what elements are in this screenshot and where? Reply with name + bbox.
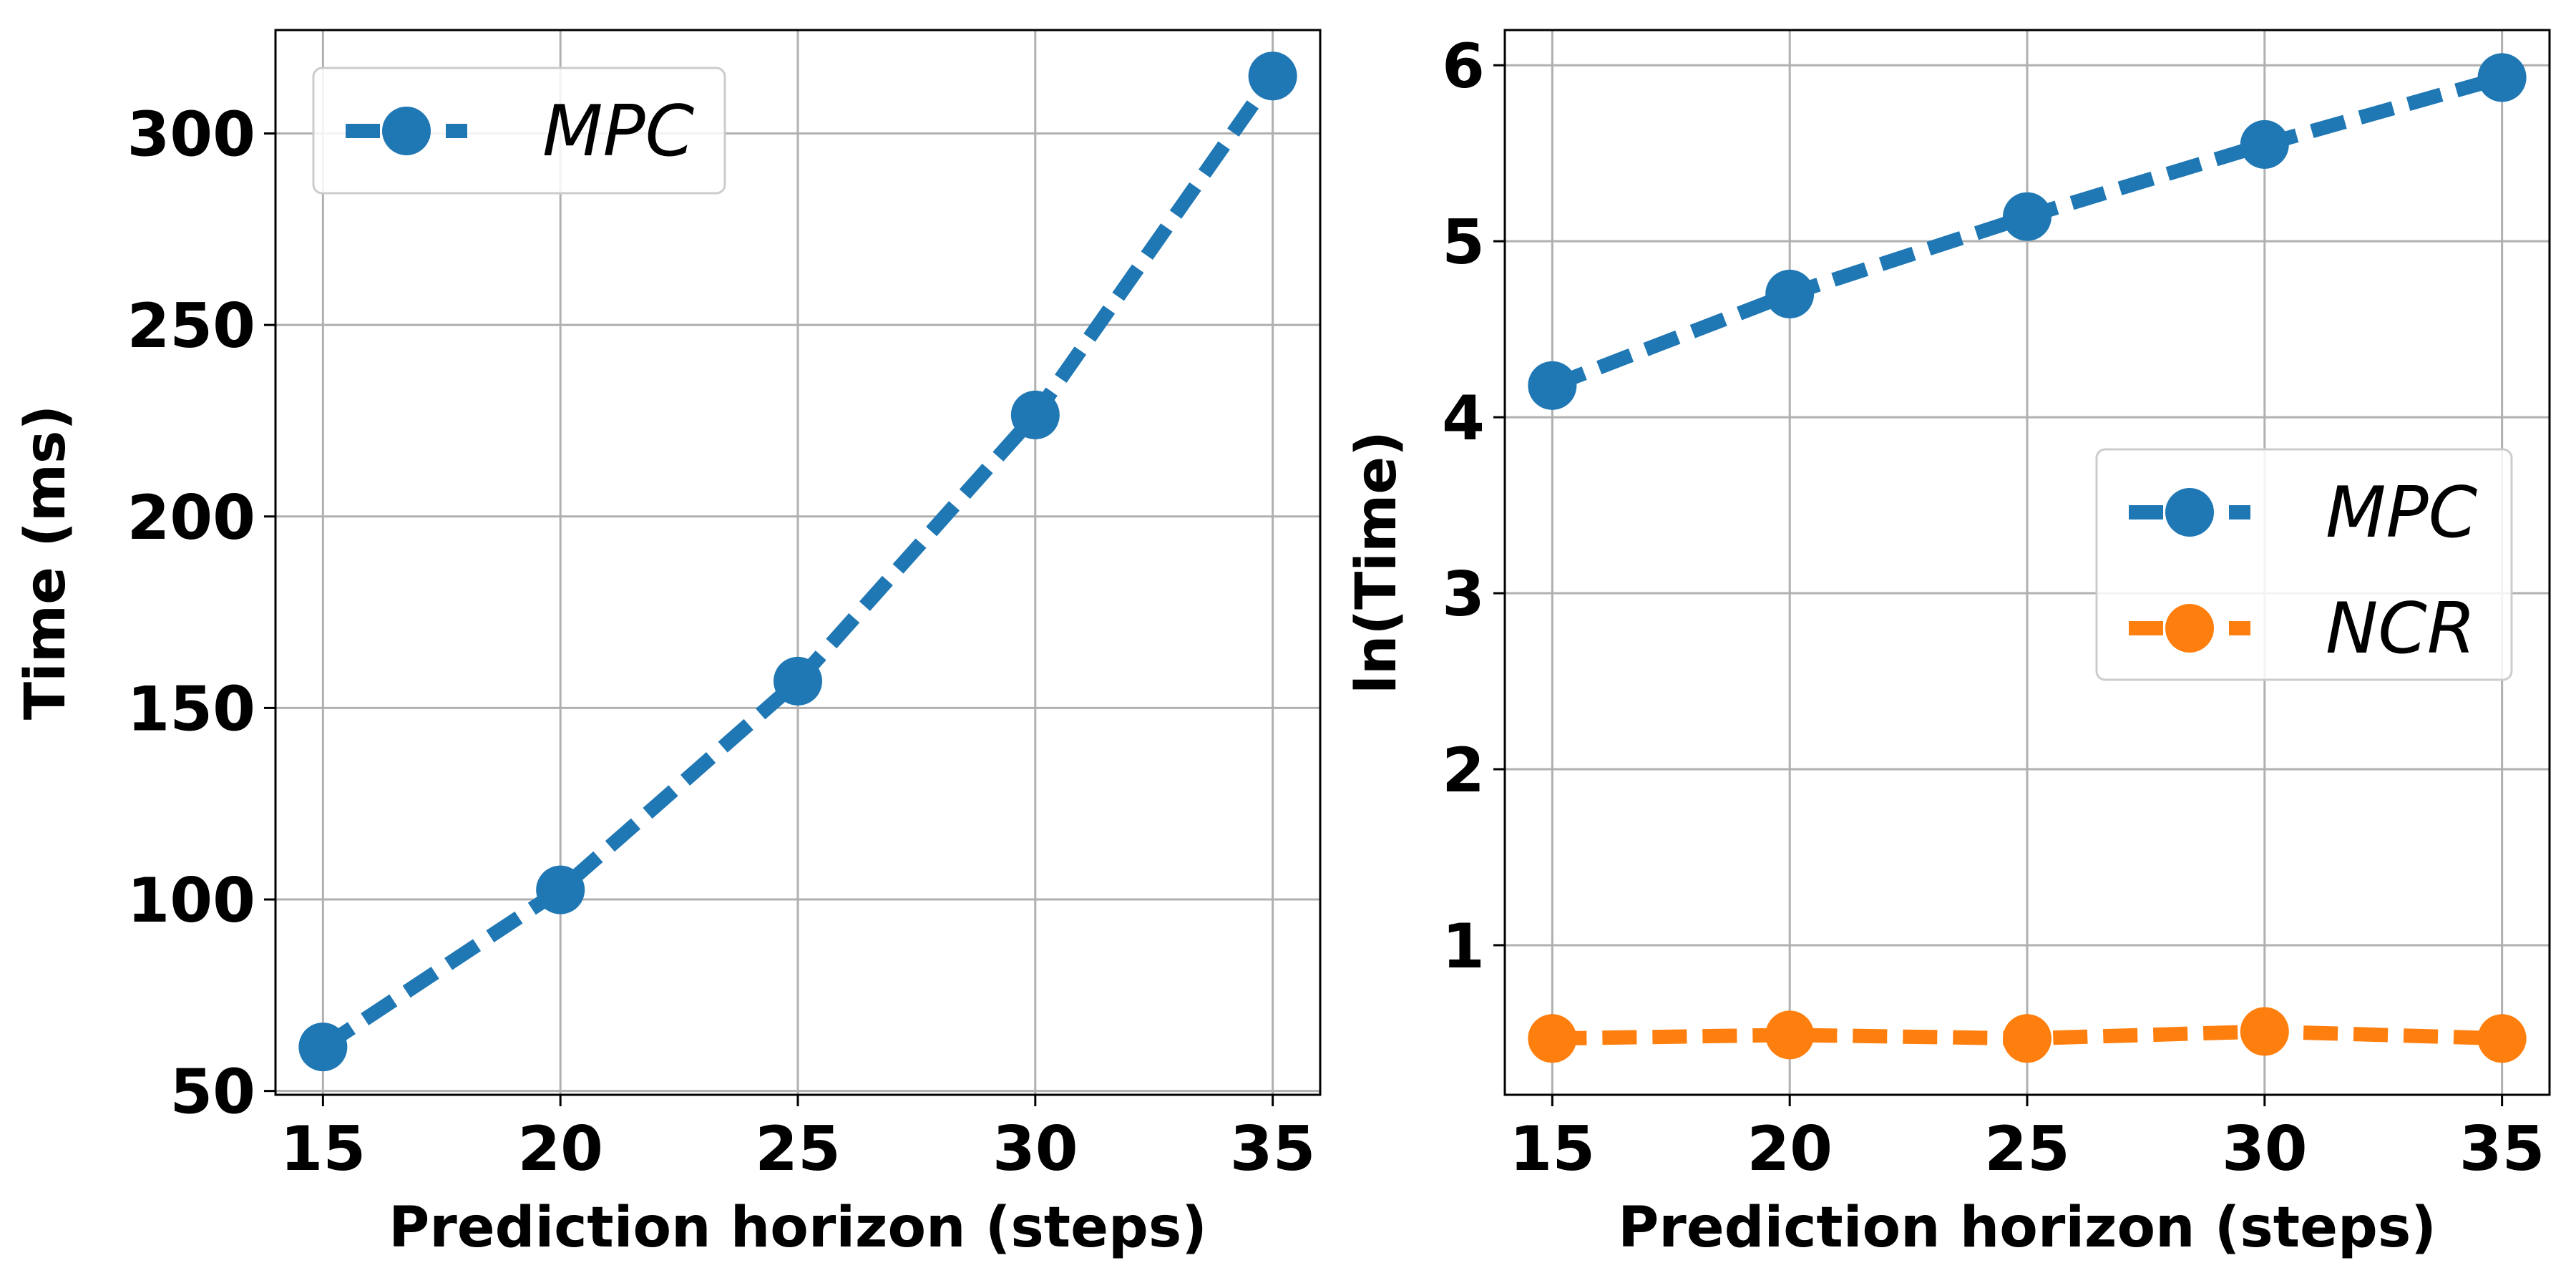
data-point-mpc	[1765, 269, 1815, 318]
legend-label-ncr: NCR	[2326, 588, 2476, 670]
y-tick-label: 150	[127, 673, 255, 745]
data-point-ncr	[2477, 1014, 2527, 1063]
data-point-ncr	[1765, 1010, 1815, 1060]
y-axis-label: Time (ms)	[14, 405, 78, 720]
y-tick-label: 50	[170, 1057, 255, 1128]
x-tick-label: 25	[1984, 1113, 2070, 1185]
data-point-ncr	[2240, 1007, 2289, 1056]
x-axis-label: Prediction horizon (steps)	[389, 1196, 1207, 1260]
chart-panel-2: 15 20 25 30 35 1 2 3 4 5 6 Prediction horizon (step…	[1345, 29, 2551, 1260]
legend-marker-ncr	[2165, 604, 2214, 653]
data-point-ncr	[2003, 1014, 2051, 1063]
y-tick-label: 2	[1442, 735, 1485, 806]
data-point-mpc	[2477, 53, 2527, 102]
y-axis-label: ln(Time)	[1345, 431, 1409, 694]
y-tick-label: 300	[127, 99, 255, 171]
legend: MPC	[312, 67, 726, 195]
legend-label-mpc: MPC	[542, 91, 695, 172]
legend: MPC NCR	[2095, 448, 2513, 681]
x-tick-label: 20	[1747, 1113, 1833, 1185]
y-tick-label: 5	[1442, 207, 1485, 278]
y-tick-label: 250	[127, 291, 255, 362]
data-point-mpc	[2003, 192, 2051, 241]
x-axis-label: Prediction horizon (steps)	[1618, 1196, 2436, 1260]
x-tick-label: 25	[755, 1113, 841, 1185]
data-point-ncr	[1528, 1014, 1577, 1063]
legend-label-mpc: MPC	[2326, 472, 2478, 554]
data-point-mpc	[1248, 52, 1297, 101]
y-tick-label: 6	[1442, 31, 1485, 102]
y-tick-label: 200	[127, 482, 255, 554]
x-tick-label: 15	[280, 1113, 366, 1185]
data-point-mpc	[536, 865, 585, 914]
y-tick-label: 1	[1442, 911, 1485, 982]
legend-marker-mpc	[382, 107, 431, 155]
axes-frame	[274, 29, 1322, 1096]
y-tick-label: 4	[1442, 383, 1485, 454]
legend-marker-mpc	[2165, 488, 2214, 537]
x-tick-label: 15	[1510, 1113, 1596, 1185]
x-tick-label: 35	[2459, 1113, 2545, 1185]
x-tick-label: 35	[1230, 1113, 1316, 1185]
y-tick-label: 3	[1442, 559, 1485, 630]
chart-panel-1: 15 20 25 30 35 50 100 150 200 250 300 Prediction ho…	[14, 29, 1322, 1260]
x-tick-label: 20	[517, 1113, 603, 1185]
x-tick-label: 30	[992, 1113, 1078, 1185]
data-point-mpc	[298, 1023, 348, 1072]
data-point-mpc	[1010, 390, 1060, 439]
data-point-mpc	[1528, 361, 1577, 410]
y-tick-label: 100	[127, 865, 255, 937]
data-point-mpc	[2240, 119, 2289, 169]
axes-frame	[1503, 29, 2551, 1096]
data-point-mpc	[774, 656, 822, 706]
legend-box	[312, 67, 726, 195]
x-tick-label: 30	[2222, 1113, 2308, 1185]
